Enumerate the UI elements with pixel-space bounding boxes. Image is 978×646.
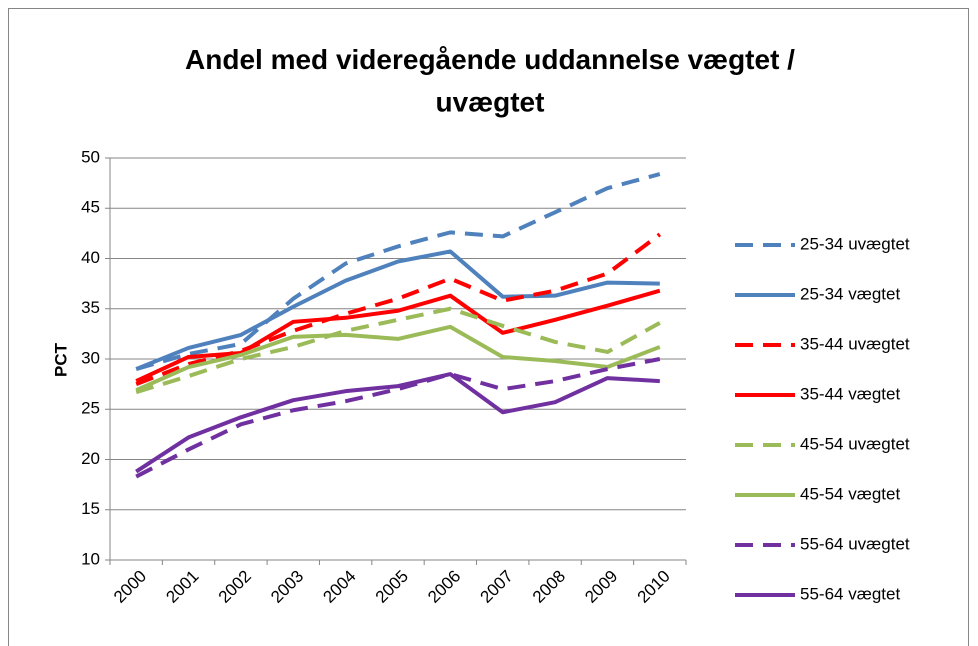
legend-label: 35-44 uvægtet (800, 334, 910, 353)
chart-title: Andel med videregående uddannelse vægtet… (185, 44, 795, 75)
legend-label: 35-44 vægtet (800, 384, 900, 403)
series-line (135, 288, 661, 383)
y-tick-label: 30 (81, 348, 100, 367)
legend-label: 25-34 vægtet (800, 284, 900, 303)
y-tick-label: 50 (81, 147, 100, 166)
chart-border (8, 8, 969, 646)
series-line (135, 172, 661, 371)
series-line (135, 249, 660, 371)
y-tick-label: 45 (81, 198, 100, 217)
y-axis-label: PCT (51, 342, 70, 377)
y-tick-label: 35 (81, 298, 100, 317)
legend-label: 45-54 vægtet (800, 484, 900, 503)
y-tick-label: 10 (81, 549, 100, 568)
legend-label: 45-54 uvægtet (800, 434, 910, 453)
y-tick-label: 40 (81, 248, 100, 267)
series-line (135, 324, 661, 392)
chart-title-line: uvægtet (436, 86, 545, 117)
series-line (135, 372, 660, 474)
y-tick-label: 25 (81, 399, 100, 418)
legend-label: 25-34 uvægtet (800, 234, 910, 253)
legend-label: 55-64 uvægtet (800, 534, 910, 553)
series-line (135, 306, 661, 395)
y-tick-label: 20 (81, 449, 100, 468)
legend-label: 55-64 vægtet (800, 584, 900, 603)
y-tick-label: 15 (81, 499, 100, 518)
series-line (135, 357, 661, 479)
